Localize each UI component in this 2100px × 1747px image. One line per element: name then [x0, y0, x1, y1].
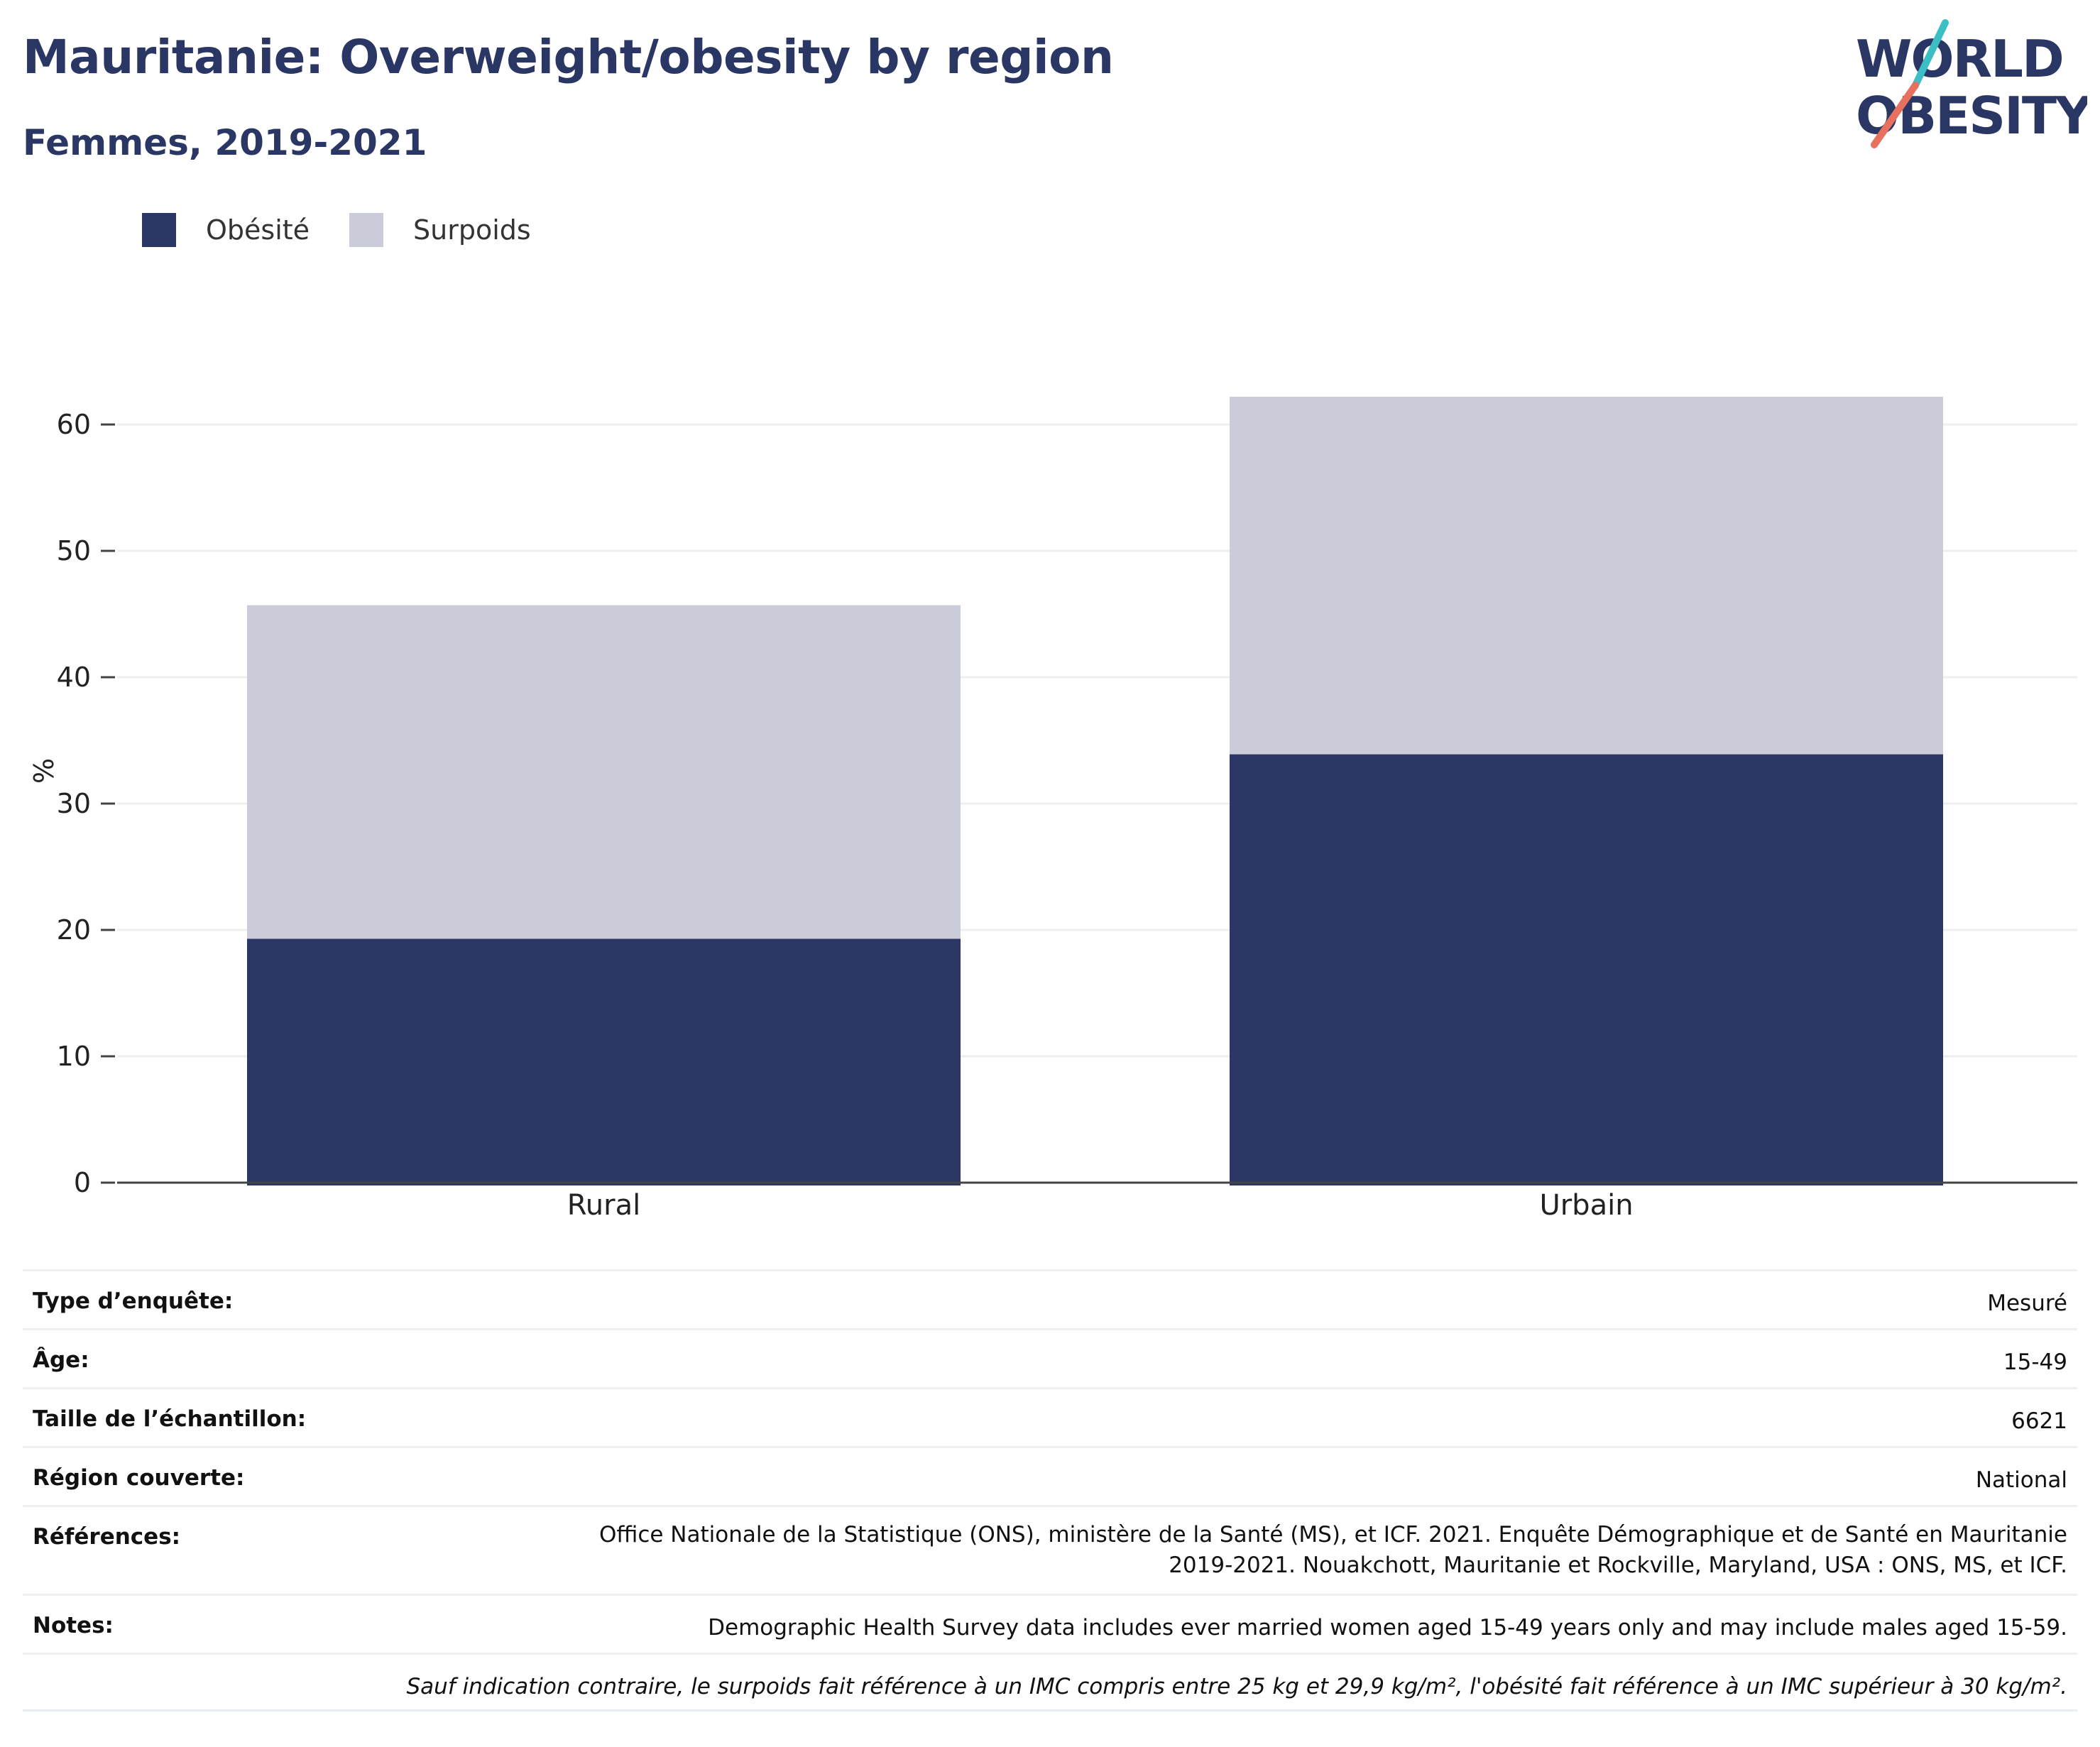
y-tick-label: 50 — [57, 535, 91, 566]
y-tick-label: 40 — [57, 662, 91, 693]
bar-rural-obesite — [247, 938, 961, 1185]
bar-urbain-obesite — [1230, 754, 1943, 1185]
bar-rural-surpoids — [247, 605, 961, 939]
bar-urbain-surpoids — [1230, 396, 1943, 755]
chart-title: Mauritanie: Overweight/obesity by region — [23, 30, 1114, 84]
meta-row: Références: Office Nationale de la Statis… — [23, 1505, 2077, 1594]
y-tick-label: 20 — [57, 914, 91, 946]
legend-swatch-surpoids — [349, 213, 384, 247]
meta-key: Région couverte: — [33, 1465, 245, 1491]
svg-text:WORLD: WORLD — [1856, 29, 2063, 89]
meta-row: Notes: Demographic Health Survey data inc… — [23, 1594, 2077, 1653]
y-tick-labels: 0 10 20 30 40 50 60 — [57, 409, 115, 1198]
meta-value: Mesuré — [1987, 1291, 2067, 1316]
meta-row: Type d’enquête: Mesuré — [23, 1269, 2077, 1328]
meta-row: Taille de l’échantillon: 6621 — [23, 1387, 2077, 1446]
meta-value: National — [1975, 1467, 2067, 1493]
y-tick-label: 0 — [74, 1167, 91, 1198]
meta-row: Région couverte: National — [23, 1446, 2077, 1505]
meta-key: Type d’enquête: — [33, 1288, 234, 1314]
legend-item-surpoids: Surpoids — [349, 213, 531, 247]
meta-key: Âge: — [33, 1347, 89, 1373]
y-tick-label: 30 — [57, 788, 91, 819]
world-obesity-logo: WORLD OBESITY — [1856, 19, 2087, 148]
meta-row: Âge: 15-49 — [23, 1328, 2077, 1387]
meta-value: Office Nationale de la Statistique (ONS)… — [598, 1522, 2067, 1578]
meta-value: 6621 — [2011, 1408, 2067, 1434]
x-tick-labels: Rural Urbain — [567, 1189, 1634, 1222]
meta-key: Taille de l’échantillon: — [33, 1406, 307, 1432]
y-tick-label: 60 — [57, 409, 91, 440]
legend: Obésité Surpoids — [142, 210, 571, 250]
y-axis-label: % — [28, 758, 60, 784]
legend-item-obesite: Obésité — [142, 213, 310, 247]
legend-label-surpoids: Surpoids — [413, 214, 531, 246]
bars — [247, 396, 1943, 1185]
footnote: Sauf indication contraire, le surpoids f… — [406, 1674, 2067, 1699]
x-tick-label-rural: Rural — [567, 1189, 640, 1222]
x-tick-label-urbain: Urbain — [1539, 1189, 1633, 1222]
chart-subtitle: Femmes, 2019-2021 — [23, 122, 427, 163]
meta-value: 15-49 — [2003, 1349, 2067, 1375]
y-tick-label: 10 — [57, 1041, 91, 1072]
legend-swatch-obesite — [142, 213, 176, 247]
footnote-row: Sauf indication contraire, le surpoids f… — [23, 1653, 2077, 1712]
legend-label-obesite: Obésité — [206, 214, 310, 246]
stacked-bar-chart: 0 10 20 30 40 50 60 Rural Urbain % — [28, 396, 2077, 1222]
meta-key: Notes: — [33, 1613, 114, 1638]
meta-value: Demographic Health Survey data includes … — [708, 1615, 2067, 1641]
meta-key: Références: — [33, 1524, 181, 1550]
survey-details-table: Type d’enquête: Mesuré Âge: 15-49 Taille de … — [23, 1269, 2077, 1712]
